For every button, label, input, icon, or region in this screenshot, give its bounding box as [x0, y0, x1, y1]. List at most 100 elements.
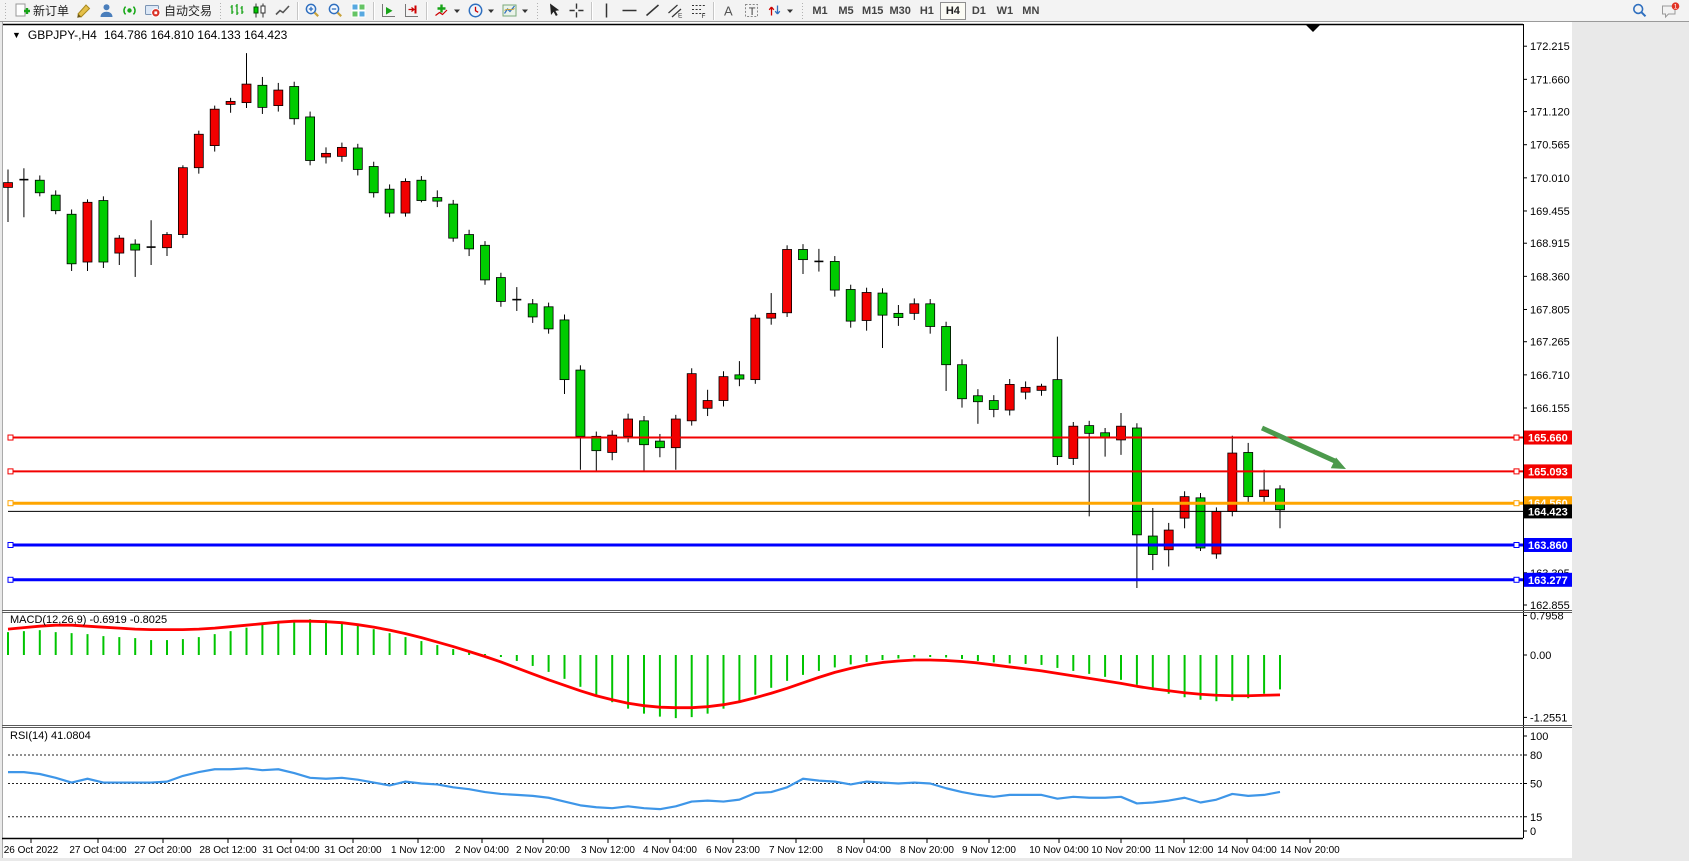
dropdown-caret-icon [488, 9, 495, 13]
svg-text:0.00: 0.00 [1530, 650, 1551, 662]
toolbar-grip[interactable] [218, 2, 223, 19]
svg-text:163.860: 163.860 [1528, 540, 1568, 552]
profile-button[interactable] [95, 1, 118, 21]
svg-text:11 Nov 12:00: 11 Nov 12:00 [1155, 845, 1214, 856]
toolbar-grip[interactable] [535, 2, 540, 19]
svg-text:4 Nov 04:00: 4 Nov 04:00 [643, 845, 697, 856]
styles-button[interactable] [72, 1, 95, 21]
timeframe-w1[interactable]: W1 [992, 2, 1018, 20]
svg-text:8 Nov 20:00: 8 Nov 20:00 [900, 845, 954, 856]
horizontal-line-button[interactable] [618, 1, 641, 21]
svg-text:50: 50 [1530, 779, 1542, 791]
rsi-label: RSI(14) 41.0804 [10, 730, 91, 742]
text-label-icon: T [745, 4, 759, 18]
chat-bubble-icon: 1 [1662, 2, 1680, 19]
symbol-dropdown-icon[interactable]: ▼ [12, 30, 21, 40]
timeframe-d1[interactable]: D1 [966, 2, 992, 20]
fibonacci-icon: F [692, 5, 706, 19]
timeframe-m30[interactable]: M30 [886, 2, 913, 20]
dropdown-caret-icon [522, 9, 529, 13]
crayon-icon [77, 4, 91, 18]
toolbar-separator [713, 1, 715, 20]
cursor-button[interactable] [542, 1, 565, 21]
svg-text:7 Nov 12:00: 7 Nov 12:00 [769, 845, 823, 856]
svg-text:2 Nov 04:00: 2 Nov 04:00 [455, 845, 509, 856]
timeframe-m15[interactable]: M15 [859, 2, 886, 20]
cursor-icon [550, 3, 560, 16]
autotrading-label: 自动交易 [164, 4, 213, 18]
add-indicator-icon [435, 4, 448, 16]
svg-text:165.093: 165.093 [1528, 466, 1568, 478]
zoom-in-button[interactable] [301, 1, 324, 21]
toolbar: 新订单 自动交易 [0, 0, 1689, 22]
svg-text:164.423: 164.423 [1528, 506, 1568, 518]
indicators-button[interactable] [430, 1, 464, 21]
svg-text:171.120: 171.120 [1530, 107, 1570, 119]
line-chart-button[interactable] [271, 1, 294, 21]
periods-button[interactable] [464, 1, 498, 21]
svg-text:14 Nov 04:00: 14 Nov 04:00 [1217, 845, 1277, 856]
new-order-button[interactable]: 新订单 [10, 1, 72, 21]
svg-text:167.265: 167.265 [1530, 337, 1570, 349]
timeframe-m1[interactable]: M1 [807, 2, 833, 20]
search-button[interactable] [1628, 1, 1651, 21]
toolbar-separator [591, 1, 593, 20]
zoom-in-icon [305, 3, 320, 17]
ohlc-values: 164.786 164.810 164.133 164.423 [103, 28, 288, 42]
svg-text:T: T [749, 6, 756, 18]
toolbar-separator [426, 1, 428, 20]
chart-shift-button[interactable] [400, 1, 423, 21]
zoom-out-button[interactable] [324, 1, 347, 21]
text-button[interactable]: A [717, 1, 740, 21]
autotrading-icon [145, 5, 161, 18]
svg-text:31 Oct 20:00: 31 Oct 20:00 [324, 845, 382, 856]
bar-chart-button[interactable] [225, 1, 248, 21]
notifications-button[interactable]: 1 [1657, 1, 1683, 21]
price-chart-canvas[interactable]: 172.215 171.660 171.120 170.565 170.010 169.4… [0, 22, 1689, 861]
timeframe-m5[interactable]: M5 [833, 2, 859, 20]
svg-text:170.565: 170.565 [1530, 140, 1570, 152]
profile-icon [100, 4, 113, 17]
timeframe-h1[interactable]: H1 [914, 2, 940, 20]
auto-scroll-button[interactable] [377, 1, 400, 21]
notification-badge: 1 [1674, 4, 1678, 11]
svg-text:0.7958: 0.7958 [1530, 610, 1564, 622]
candlestick-chart-button[interactable] [248, 1, 271, 21]
svg-text:162.855: 162.855 [1530, 600, 1570, 612]
svg-text:8 Nov 04:00: 8 Nov 04:00 [837, 845, 891, 856]
svg-text:15: 15 [1530, 812, 1542, 824]
new-order-icon [15, 3, 30, 17]
templates-button[interactable] [498, 1, 532, 21]
new-order-label: 新订单 [33, 4, 70, 18]
crosshair-icon [569, 3, 584, 18]
svg-text:163.277: 163.277 [1528, 575, 1568, 587]
tile-windows-button[interactable] [347, 1, 370, 21]
equidistant-channel-button[interactable]: E [664, 1, 687, 21]
line-chart-icon [275, 5, 290, 16]
toolbar-grip[interactable] [3, 2, 7, 19]
svg-text:0: 0 [1530, 826, 1536, 838]
chart-shift-icon [405, 4, 419, 17]
timeframe-mn[interactable]: MN [1018, 2, 1044, 20]
svg-text:1 Nov 12:00: 1 Nov 12:00 [391, 845, 445, 856]
vertical-line-button[interactable] [595, 1, 618, 21]
candlestick-icon [253, 3, 266, 18]
timeframe-h4[interactable]: H4 [939, 1, 966, 20]
fibonacci-button[interactable]: F [687, 1, 710, 21]
vertical-line-icon [605, 3, 608, 18]
svg-text:80: 80 [1530, 750, 1542, 762]
svg-text:165.660: 165.660 [1528, 433, 1568, 445]
svg-text:167.805: 167.805 [1530, 304, 1570, 316]
trendline-button[interactable] [641, 1, 664, 21]
chart-window: 172.215 171.660 171.120 170.565 170.010 169.4… [0, 22, 1689, 861]
crosshair-button[interactable] [565, 1, 588, 21]
svg-text:168.360: 168.360 [1530, 271, 1570, 283]
text-label-button[interactable]: T [740, 1, 763, 21]
toolbar-grip[interactable] [800, 2, 805, 19]
signals-button[interactable] [118, 1, 141, 21]
arrows-button[interactable] [763, 1, 797, 21]
svg-text:10 Nov 04:00: 10 Nov 04:00 [1029, 845, 1089, 856]
svg-text:A: A [724, 4, 733, 19]
autotrading-button[interactable]: 自动交易 [141, 1, 215, 21]
